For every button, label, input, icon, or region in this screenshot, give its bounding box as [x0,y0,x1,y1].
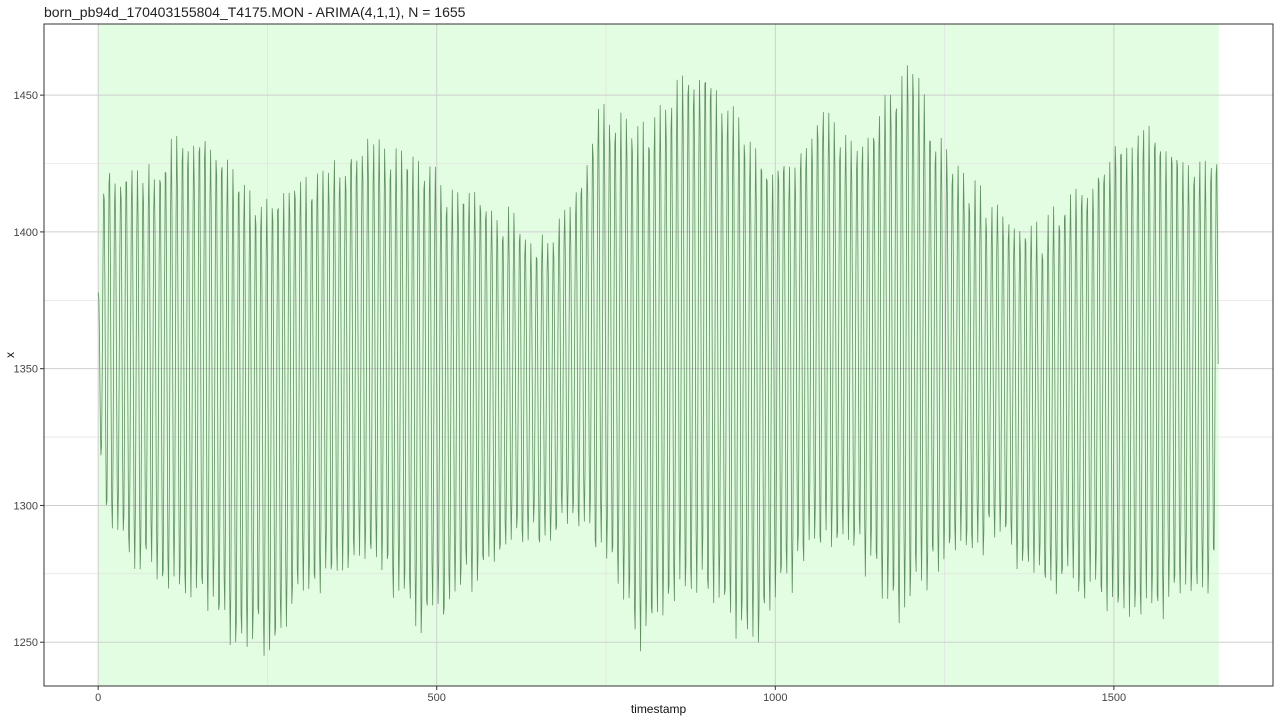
x-tick-label: 0 [95,692,101,704]
series-line [97,65,1219,656]
x-tick-label: 500 [428,692,446,704]
y-tick-label: 1400 [14,227,38,239]
y-axis-title: x [3,352,17,358]
y-tick-label: 1450 [14,90,38,102]
x-axis-title: timestamp [631,702,687,716]
y-tick-label: 1250 [14,637,38,649]
x-tick-label: 1500 [1102,692,1126,704]
y-tick-label: 1300 [14,500,38,512]
x-tick-label: 1000 [763,692,787,704]
plot-border [43,23,1274,687]
chart-title: born_pb94d_170403155804_T4175.MON - ARIM… [44,4,466,20]
y-tick-label: 1350 [14,364,38,376]
